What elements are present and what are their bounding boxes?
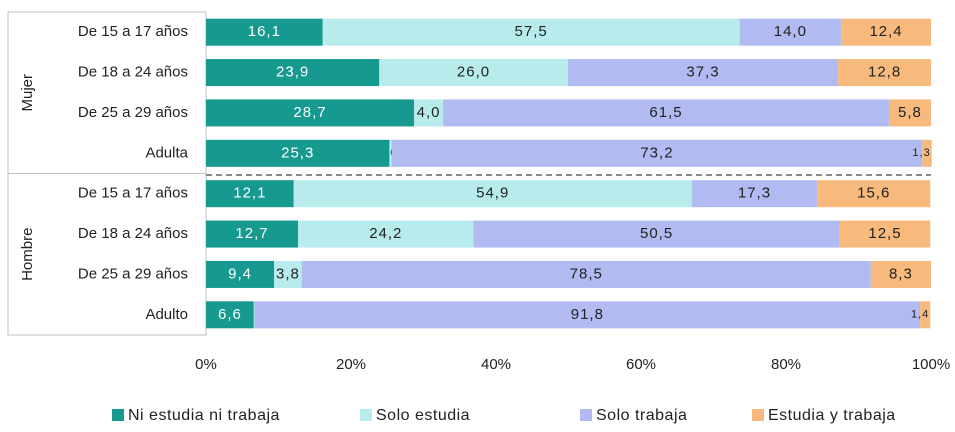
data-label: 6,6 [218, 306, 242, 323]
data-label: 12,8 [868, 64, 901, 81]
bar-segment [389, 139, 392, 167]
data-label: 5,8 [898, 104, 922, 121]
legend-label: Solo estudia [376, 407, 470, 424]
y-tick-label: De 25 a 29 años [78, 104, 188, 121]
data-label: 61,5 [649, 104, 682, 121]
x-tick-label: 40% [481, 356, 511, 373]
legend-swatch [112, 409, 124, 421]
data-label: 50,5 [640, 225, 673, 242]
y-tick-label: De 18 a 24 años [78, 225, 188, 242]
bar-segment [206, 139, 390, 167]
data-label: 12,1 [233, 185, 266, 202]
data-label: 15,6 [857, 185, 890, 202]
data-label: 26,0 [457, 64, 490, 81]
bar-segment [206, 99, 415, 127]
legend-label: Solo trabaja [596, 407, 687, 424]
data-label: 57,5 [515, 23, 548, 40]
bar-segment [888, 99, 931, 127]
bar-segment [739, 18, 842, 46]
legend-swatch [360, 409, 372, 421]
y-tick-label: Adulto [145, 306, 188, 323]
x-tick-label: 100% [912, 356, 950, 373]
bar-segment [567, 59, 839, 87]
bar-segment [870, 260, 931, 288]
data-label: 12,5 [868, 225, 901, 242]
bar-segment [922, 139, 932, 167]
legend-swatch [752, 409, 764, 421]
legend-label: Ni estudia ni trabaja [128, 407, 280, 424]
bar-segment [839, 220, 931, 248]
bar-segment [206, 59, 380, 87]
bar-segment [293, 180, 692, 208]
group-label: Hombre [19, 228, 36, 281]
data-label: 28,7 [293, 104, 326, 121]
y-tick-label: De 25 a 29 años [78, 265, 188, 282]
bar-segment [841, 18, 931, 46]
data-label: 1,3 [912, 147, 930, 159]
legend-swatch [580, 409, 592, 421]
bar-segment [206, 260, 275, 288]
data-label: 9,4 [228, 265, 252, 282]
bar-segment [254, 301, 921, 329]
bar-segment [322, 18, 740, 46]
bar-segment [379, 59, 568, 87]
data-label: 91,8 [571, 306, 604, 323]
data-label: 54,9 [476, 185, 509, 202]
bar-segment [253, 301, 255, 329]
bar-segment [838, 59, 931, 87]
bar-segment [274, 260, 302, 288]
data-label: 12,7 [235, 225, 268, 242]
bar-segment [206, 301, 254, 329]
data-label: 1,4 [911, 309, 929, 321]
data-label: 37,3 [686, 64, 719, 81]
y-tick-label: De 15 a 17 años [78, 23, 188, 40]
x-tick-label: 0% [195, 356, 217, 373]
data-label: 25,3 [281, 144, 314, 161]
y-tick-label: De 15 a 17 años [78, 185, 188, 202]
data-label: 4,0 [417, 104, 441, 121]
data-label: 24,2 [369, 225, 402, 242]
data-label: 73,2 [640, 144, 673, 161]
data-label: 23,9 [276, 64, 309, 81]
y-tick-label: Adulta [145, 144, 188, 161]
bar-segment [414, 99, 444, 127]
data-label: 16,1 [248, 23, 281, 40]
bar-segment [817, 180, 931, 208]
bar-segment [920, 301, 931, 329]
bar-segment [206, 180, 294, 208]
legend-label: Estudia y trabaja [768, 407, 896, 424]
y-tick-label: De 18 a 24 años [78, 64, 188, 81]
group-label: Mujer [19, 74, 36, 112]
bar-segment [473, 220, 840, 248]
data-label: 3,8 [276, 265, 300, 282]
data-label: 8,3 [889, 265, 913, 282]
data-label: 17,3 [738, 185, 771, 202]
data-label: 78,5 [570, 265, 603, 282]
bar-segment [443, 99, 889, 127]
bar-segment [206, 18, 323, 46]
bar-segment [391, 139, 923, 167]
data-label: 12,4 [869, 23, 902, 40]
bar-segment [301, 260, 871, 288]
x-tick-label: 20% [336, 356, 366, 373]
data-label: 14,0 [774, 23, 807, 40]
x-tick-label: 80% [771, 356, 801, 373]
x-tick-label: 60% [626, 356, 656, 373]
bar-segment [298, 220, 474, 248]
bar-segment [206, 220, 299, 248]
bar-segment [691, 180, 818, 208]
